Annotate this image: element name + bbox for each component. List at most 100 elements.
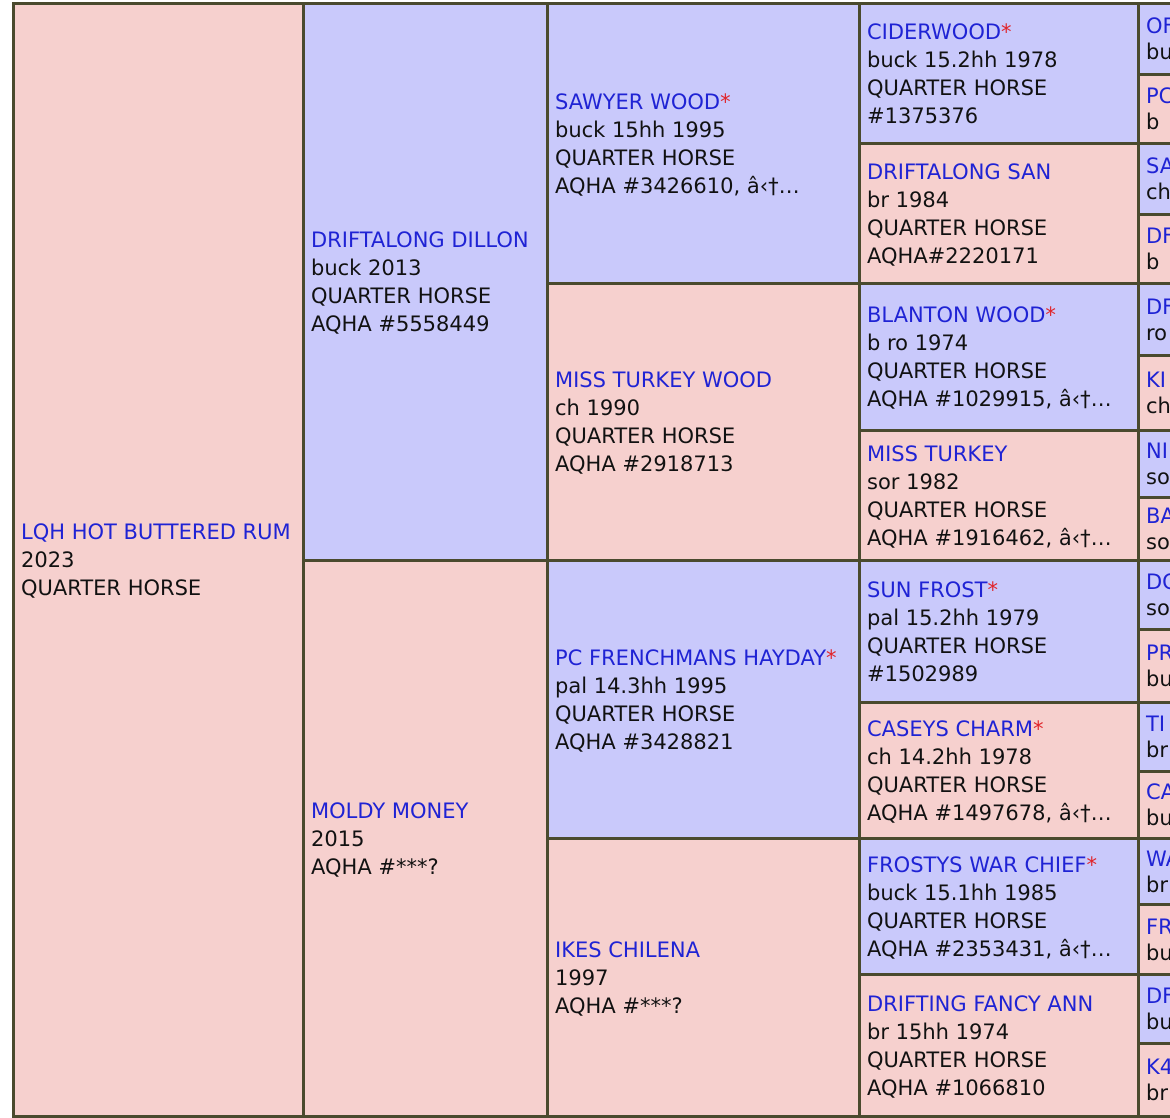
horse-color-year: b ro 1974: [867, 331, 969, 355]
horse-registration: AQHA #***?: [555, 993, 683, 1018]
horse-breed: QUARTER HORSE: [555, 424, 736, 448]
ancestor-cell-g5-4: DF b: [1137, 213, 1170, 285]
horse-color: ro: [1146, 320, 1168, 345]
horse-color: bu: [1146, 806, 1170, 830]
horse-color-year: buck 2013: [311, 256, 422, 280]
horse-registration: AQHA #3428821: [555, 729, 734, 754]
horse-registration: AQHA #1916462, â‹†…: [867, 525, 1112, 550]
dam-cell: MOLDY MONEY 2015 AQHA #***?: [302, 559, 549, 1118]
horse-color: ch: [1146, 180, 1170, 204]
ancestor-cell-g5-11: TI br: [1137, 701, 1170, 773]
horse-registration: AQHA #3426610, â‹†…: [555, 173, 800, 198]
horse-breed: QUARTER HORSE: [555, 145, 736, 170]
horse-color: so: [1146, 596, 1170, 620]
ancestor-cell-g5-1: OF bu: [1137, 2, 1170, 76]
ancestor-name-link[interactable]: BA: [1146, 504, 1170, 528]
sire-name-link[interactable]: DRIFTALONG DILLON: [311, 228, 529, 252]
ancestor-name-link[interactable]: CA: [1146, 780, 1170, 804]
horse-color: bu: [1146, 40, 1170, 64]
maternal-grandsire-link[interactable]: PC FRENCHMANS HAYDAY*: [555, 645, 837, 670]
ancestor-name-link[interactable]: DF: [1146, 294, 1170, 319]
registered-star: *: [1033, 716, 1044, 741]
horse-breed: QUARTER HORSE: [867, 908, 1048, 933]
horse-registration: AQHA #2353431, â‹†…: [867, 936, 1112, 961]
ancestor-cell-g5-15: DF bu: [1137, 973, 1170, 1045]
ancestor-name-link[interactable]: PC: [1146, 84, 1170, 108]
ancestor-cell-g5-5: DF ro: [1137, 282, 1170, 357]
horse-color: br: [1146, 872, 1168, 897]
horse-color: b: [1146, 110, 1160, 134]
ancestor-name-link[interactable]: CIDERWOOD*: [867, 19, 1012, 44]
ancestor-name-link[interactable]: FR: [1146, 914, 1170, 939]
horse-year: 2015: [311, 826, 365, 851]
ancestor-name-link[interactable]: DF: [1146, 224, 1170, 248]
ancestor-name-link[interactable]: DC: [1146, 570, 1170, 594]
horse-color-year: br 1984: [867, 187, 950, 212]
horse-color-year: ch 1990: [555, 396, 640, 420]
horse-color: ch: [1146, 394, 1170, 418]
horse-color-year: pal 15.2hh 1979: [867, 605, 1040, 630]
ancestor-cell-g4-5: SUN FROST* pal 15.2hh 1979 QUARTER HORSE…: [858, 559, 1140, 704]
ancestor-name-link[interactable]: KI: [1146, 368, 1166, 392]
ancestor-name-link[interactable]: MISS TURKEY: [867, 441, 1008, 466]
horse-breed: QUARTER HORSE: [867, 772, 1048, 797]
ancestor-cell-g5-13: WA br: [1137, 837, 1170, 906]
ancestor-cell-g5-14: FR bu: [1137, 903, 1170, 976]
maternal-granddam-link[interactable]: IKES CHILENA: [555, 937, 700, 962]
ancestor-name-link[interactable]: FROSTYS WAR CHIEF*: [867, 852, 1097, 877]
subject-horse-link[interactable]: LQH HOT BUTTERED RUM: [21, 520, 291, 544]
ancestor-cell-g5-10: PR bu: [1137, 628, 1170, 704]
ancestor-name-link[interactable]: CASEYS CHARM*: [867, 716, 1044, 741]
registered-star: *: [1086, 852, 1097, 877]
registered-star: *: [1045, 303, 1056, 327]
horse-breed: QUARTER HORSE: [867, 215, 1048, 240]
ancestor-cell-g4-2: DRIFTALONG SAN br 1984 QUARTER HORSE AQH…: [858, 142, 1140, 285]
horse-color: bu: [1146, 1010, 1170, 1034]
paternal-grandsire-cell: SAWYER WOOD* buck 15hh 1995 QUARTER HORS…: [546, 2, 861, 285]
ancestor-name-link[interactable]: BLANTON WOOD*: [867, 303, 1056, 327]
horse-color: br: [1146, 738, 1168, 762]
ancestor-name-link[interactable]: WA: [1146, 846, 1170, 871]
ancestor-cell-g4-8: DRIFTING FANCY ANN br 15hh 1974 QUARTER …: [858, 973, 1140, 1118]
horse-color: b: [1146, 250, 1160, 274]
ancestor-name-link[interactable]: DF: [1146, 984, 1170, 1008]
horse-color: so: [1146, 465, 1170, 489]
horse-color-year: buck 15.2hh 1978: [867, 47, 1058, 72]
horse-breed: QUARTER HORSE: [867, 75, 1048, 100]
horse-color-year: ch 14.2hh 1978: [867, 744, 1033, 769]
registered-star: *: [987, 577, 998, 602]
maternal-granddam-cell: IKES CHILENA 1997 AQHA #***?: [546, 837, 861, 1118]
ancestor-cell-g5-12: CA bu: [1137, 770, 1170, 840]
horse-breed: QUARTER HORSE: [867, 497, 1048, 522]
horse-color: br: [1146, 1081, 1168, 1105]
ancestor-name-link[interactable]: SUN FROST*: [867, 577, 998, 602]
registered-star: *: [720, 89, 731, 114]
ancestor-name-link[interactable]: NI: [1146, 439, 1168, 463]
horse-breed: QUARTER HORSE: [311, 284, 492, 308]
ancestor-cell-g5-6: KI ch: [1137, 354, 1170, 432]
horse-breed: QUARTER HORSE: [867, 1047, 1048, 1072]
ancestor-cell-g5-9: DC so: [1137, 559, 1170, 631]
ancestor-name-link[interactable]: DRIFTING FANCY ANN: [867, 991, 1094, 1016]
ancestor-name-link[interactable]: SA: [1146, 154, 1170, 178]
ancestor-cell-g5-3: SA ch: [1137, 142, 1170, 216]
ancestor-cell-g5-16: K4 br: [1137, 1042, 1170, 1118]
horse-color-year: buck 15hh 1995: [555, 117, 726, 142]
dam-name-link[interactable]: MOLDY MONEY: [311, 798, 469, 823]
ancestor-cell-g4-4: MISS TURKEY sor 1982 QUARTER HORSE AQHA …: [858, 429, 1140, 562]
subject-breed: QUARTER HORSE: [21, 576, 202, 600]
ancestor-name-link[interactable]: OF: [1146, 14, 1170, 38]
ancestor-name-link[interactable]: TI: [1146, 712, 1166, 736]
ancestor-name-link[interactable]: PR: [1146, 641, 1170, 665]
ancestor-cell-g5-7: NI so: [1137, 429, 1170, 499]
ancestor-name-link[interactable]: K4: [1146, 1055, 1170, 1079]
ancestor-name-link[interactable]: DRIFTALONG SAN: [867, 159, 1052, 184]
paternal-granddam-cell: MISS TURKEY WOOD ch 1990 QUARTER HORSE A…: [546, 282, 861, 562]
registered-star: *: [1001, 19, 1012, 44]
horse-color-year: pal 14.3hh 1995: [555, 673, 728, 698]
horse-registration: AQHA #2918713: [555, 452, 734, 476]
horse-registration: AQHA #1066810: [867, 1075, 1046, 1100]
paternal-grandsire-link[interactable]: SAWYER WOOD*: [555, 89, 731, 114]
paternal-granddam-link[interactable]: MISS TURKEY WOOD: [555, 368, 772, 392]
